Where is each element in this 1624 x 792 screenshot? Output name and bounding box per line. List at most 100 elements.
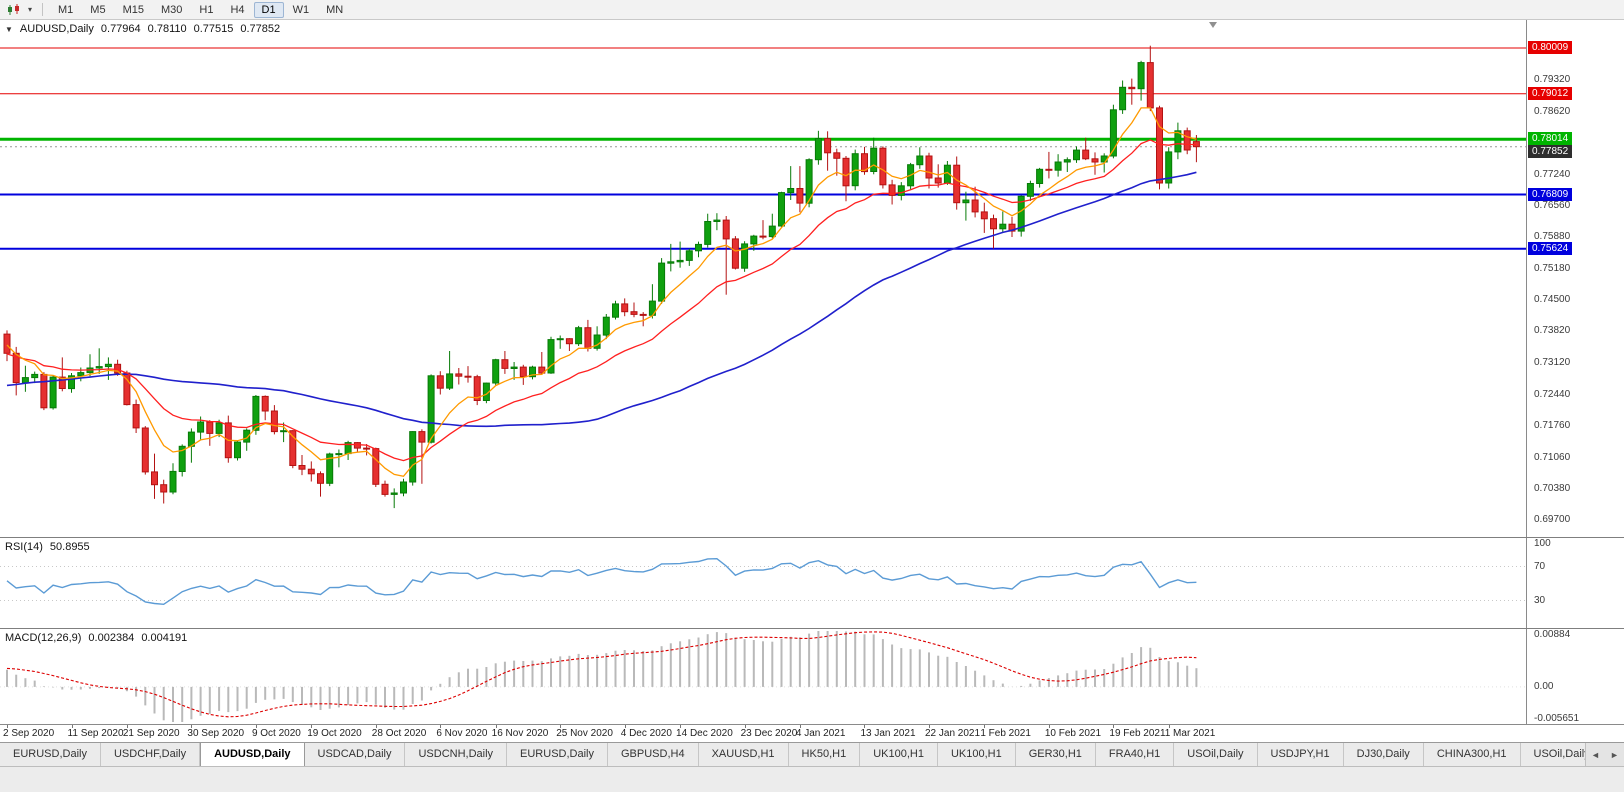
price-axis-label: 0.71760 <box>1534 419 1571 431</box>
timeframe-button-m15[interactable]: M15 <box>122 3 144 16</box>
time-axis-tick <box>984 725 986 728</box>
price-axis-label: 0.77240 <box>1534 168 1571 180</box>
timeframe-button-h1[interactable]: H1 <box>199 3 214 16</box>
time-axis-label: 22 Jan 2021 <box>925 728 981 739</box>
timeframe-button-d1[interactable]: D1 <box>253 1 284 18</box>
rsi-axis[interactable]: 100 70 30 <box>1526 538 1624 628</box>
chart-tab-gbpusd-h4[interactable]: GBPUSD,H4 <box>608 743 699 766</box>
candlestick-chart[interactable] <box>0 20 1526 537</box>
price-level-tag: 0.80009 <box>1528 41 1573 55</box>
price-axis-label: 0.71060 <box>1534 451 1571 463</box>
time-axis-label: 6 Nov 2020 <box>436 728 488 739</box>
timeframe-toolbar: M1 M5 M15 M30 H1 H4 D1 W1 MN <box>50 1 351 18</box>
time-axis-tick <box>126 725 128 728</box>
time-axis-tick <box>1168 725 1170 728</box>
price-level-tag: 0.78014 <box>1528 132 1573 146</box>
time-axis[interactable]: 2 Sep 2020 11 Sep 2020 21 Sep 2020 30 Sep 2… <box>0 724 1624 742</box>
chart-tab-uk100-h1[interactable]: UK100,H1 <box>938 743 1016 766</box>
chart-symbol: AUDUSD,Daily <box>19 23 94 35</box>
time-axis-label: 4 Jan 2021 <box>795 728 846 739</box>
tab-scroll-buttons: ◄ ► <box>1585 743 1624 766</box>
macd-signal-value: 0.004191 <box>141 632 188 644</box>
time-axis-label: 23 Dec 2020 <box>740 728 798 739</box>
ma-slow-line <box>6 171 1197 428</box>
macd-histogram <box>6 631 1198 722</box>
chart-tab-eurusd-daily[interactable]: EURUSD,Daily <box>0 743 101 766</box>
ma-medium-line <box>6 139 1197 462</box>
time-axis-tick <box>624 725 626 728</box>
time-axis-label: 30 Sep 2020 <box>187 728 245 739</box>
rsi-panel: 100 70 30 RSI(14) 50.8955 <box>0 537 1624 628</box>
timeframe-button-m1[interactable]: M1 <box>58 3 74 16</box>
chart-tab-hk50-h1[interactable]: HK50,H1 <box>789 743 861 766</box>
rsi-axis-label: 70 <box>1534 560 1546 572</box>
time-axis-label: 19 Oct 2020 <box>307 728 362 739</box>
time-axis-tick <box>375 725 377 728</box>
chart-tab-usdchf-daily[interactable]: USDCHF,Daily <box>101 743 201 766</box>
rsi-header: RSI(14) 50.8955 <box>5 541 90 553</box>
price-axis-label: 0.70380 <box>1534 482 1571 494</box>
timeframe-button-m5[interactable]: M5 <box>90 3 106 16</box>
price-level-tag: 0.76809 <box>1528 187 1573 201</box>
time-axis-tick <box>71 725 73 728</box>
macd-axis-label: -0.005651 <box>1534 713 1580 724</box>
macd-main-value: 0.002384 <box>88 632 135 644</box>
ohlc-close: 0.77852 <box>240 23 281 35</box>
chart-tab-usdjpy-h1[interactable]: USDJPY,H1 <box>1258 743 1344 766</box>
price-axis-label: 0.72440 <box>1534 388 1571 400</box>
price-axis[interactable]: 0.79320 0.78620 0.77240 0.76560 0.75880 0.751… <box>1526 20 1624 537</box>
tab-scroll-right-button[interactable]: ► <box>1605 743 1624 766</box>
rsi-chart[interactable] <box>0 538 1526 628</box>
rsi-name: RSI(14) <box>5 541 43 553</box>
toolbar-separator <box>42 3 44 16</box>
macd-chart[interactable] <box>0 629 1526 724</box>
time-axis-label: 19 Feb 2021 <box>1109 728 1166 739</box>
chart-tabs: EURUSD,Daily USDCHF,Daily AUDUSD,Daily USDC… <box>0 743 1604 766</box>
chart-tab-uk100-h1[interactable]: UK100,H1 <box>860 743 938 766</box>
chart-type-caret-icon[interactable]: ▾ <box>28 5 33 14</box>
time-axis-label: 11 Sep 2020 <box>67 728 124 739</box>
chart-tab-china300-h1[interactable]: CHINA300,H1 <box>1424 743 1521 766</box>
chart-shift-marker-icon[interactable] <box>1209 22 1217 28</box>
tab-scroll-left-button[interactable]: ◄ <box>1586 743 1605 766</box>
ohlc-high: 0.78110 <box>147 23 187 35</box>
chart-type-icon[interactable] <box>5 3 23 16</box>
chart-tab-usdcad-daily[interactable]: USDCAD,Daily <box>305 743 406 766</box>
time-axis-label: 4 Dec 2020 <box>620 728 672 739</box>
rsi-line <box>6 557 1197 606</box>
price-axis-label: 0.75880 <box>1534 231 1571 243</box>
price-axis-label: 0.78620 <box>1534 105 1571 117</box>
chart-tab-usdcnh-daily[interactable]: USDCNH,Daily <box>405 743 508 766</box>
chart-tab-audusd-daily[interactable]: AUDUSD,Daily <box>200 743 305 766</box>
ma-fast-line <box>6 107 1197 478</box>
collapse-arrow-icon[interactable]: ▼ <box>5 24 13 34</box>
price-level-tag: 0.77852 <box>1528 145 1573 159</box>
macd-panel: 0.00884 0.00 -0.005651 MACD(12,26,9) 0.002… <box>0 628 1624 724</box>
status-bar <box>0 766 1624 792</box>
candlestick-glyph <box>8 3 19 15</box>
chart-tab-fra40-h1[interactable]: FRA40,H1 <box>1096 743 1175 766</box>
chart-tab-usoil-daily[interactable]: USOil,Daily <box>1174 743 1258 766</box>
time-axis-tick <box>191 725 193 728</box>
timeframe-button-w1[interactable]: W1 <box>292 3 310 16</box>
chart-tab-xauusd-h1[interactable]: XAUUSD,H1 <box>699 743 789 766</box>
rsi-axis-label: 30 <box>1534 594 1546 606</box>
timeframe-button-m30[interactable]: M30 <box>160 3 183 16</box>
time-axis-label: 1 Feb 2021 <box>980 728 1031 739</box>
chart-tab-ger30-h1[interactable]: GER30,H1 <box>1016 743 1096 766</box>
time-axis-label: 9 Oct 2020 <box>251 728 301 739</box>
time-axis-label: 21 Sep 2020 <box>122 728 180 739</box>
time-axis-tick <box>7 725 8 728</box>
chart-tab-eurusd-daily[interactable]: EURUSD,Daily <box>507 743 608 766</box>
ohlc-low: 0.77515 <box>193 23 234 35</box>
time-axis-label: 16 Nov 2020 <box>491 728 549 739</box>
time-axis-tick <box>744 725 746 728</box>
macd-axis-label: 0.00 <box>1534 680 1554 692</box>
toolbar: ▾ M1 M5 M15 M30 H1 H4 D1 W1 MN <box>0 0 1624 20</box>
timeframe-button-mn[interactable]: MN <box>326 3 344 16</box>
chart-tab-dj30-daily[interactable]: DJ30,Daily <box>1344 743 1424 766</box>
macd-axis[interactable]: 0.00884 0.00 -0.005651 <box>1526 629 1624 724</box>
timeframe-button-h4[interactable]: H4 <box>230 3 245 16</box>
time-axis-label: 10 Feb 2021 <box>1044 728 1102 739</box>
